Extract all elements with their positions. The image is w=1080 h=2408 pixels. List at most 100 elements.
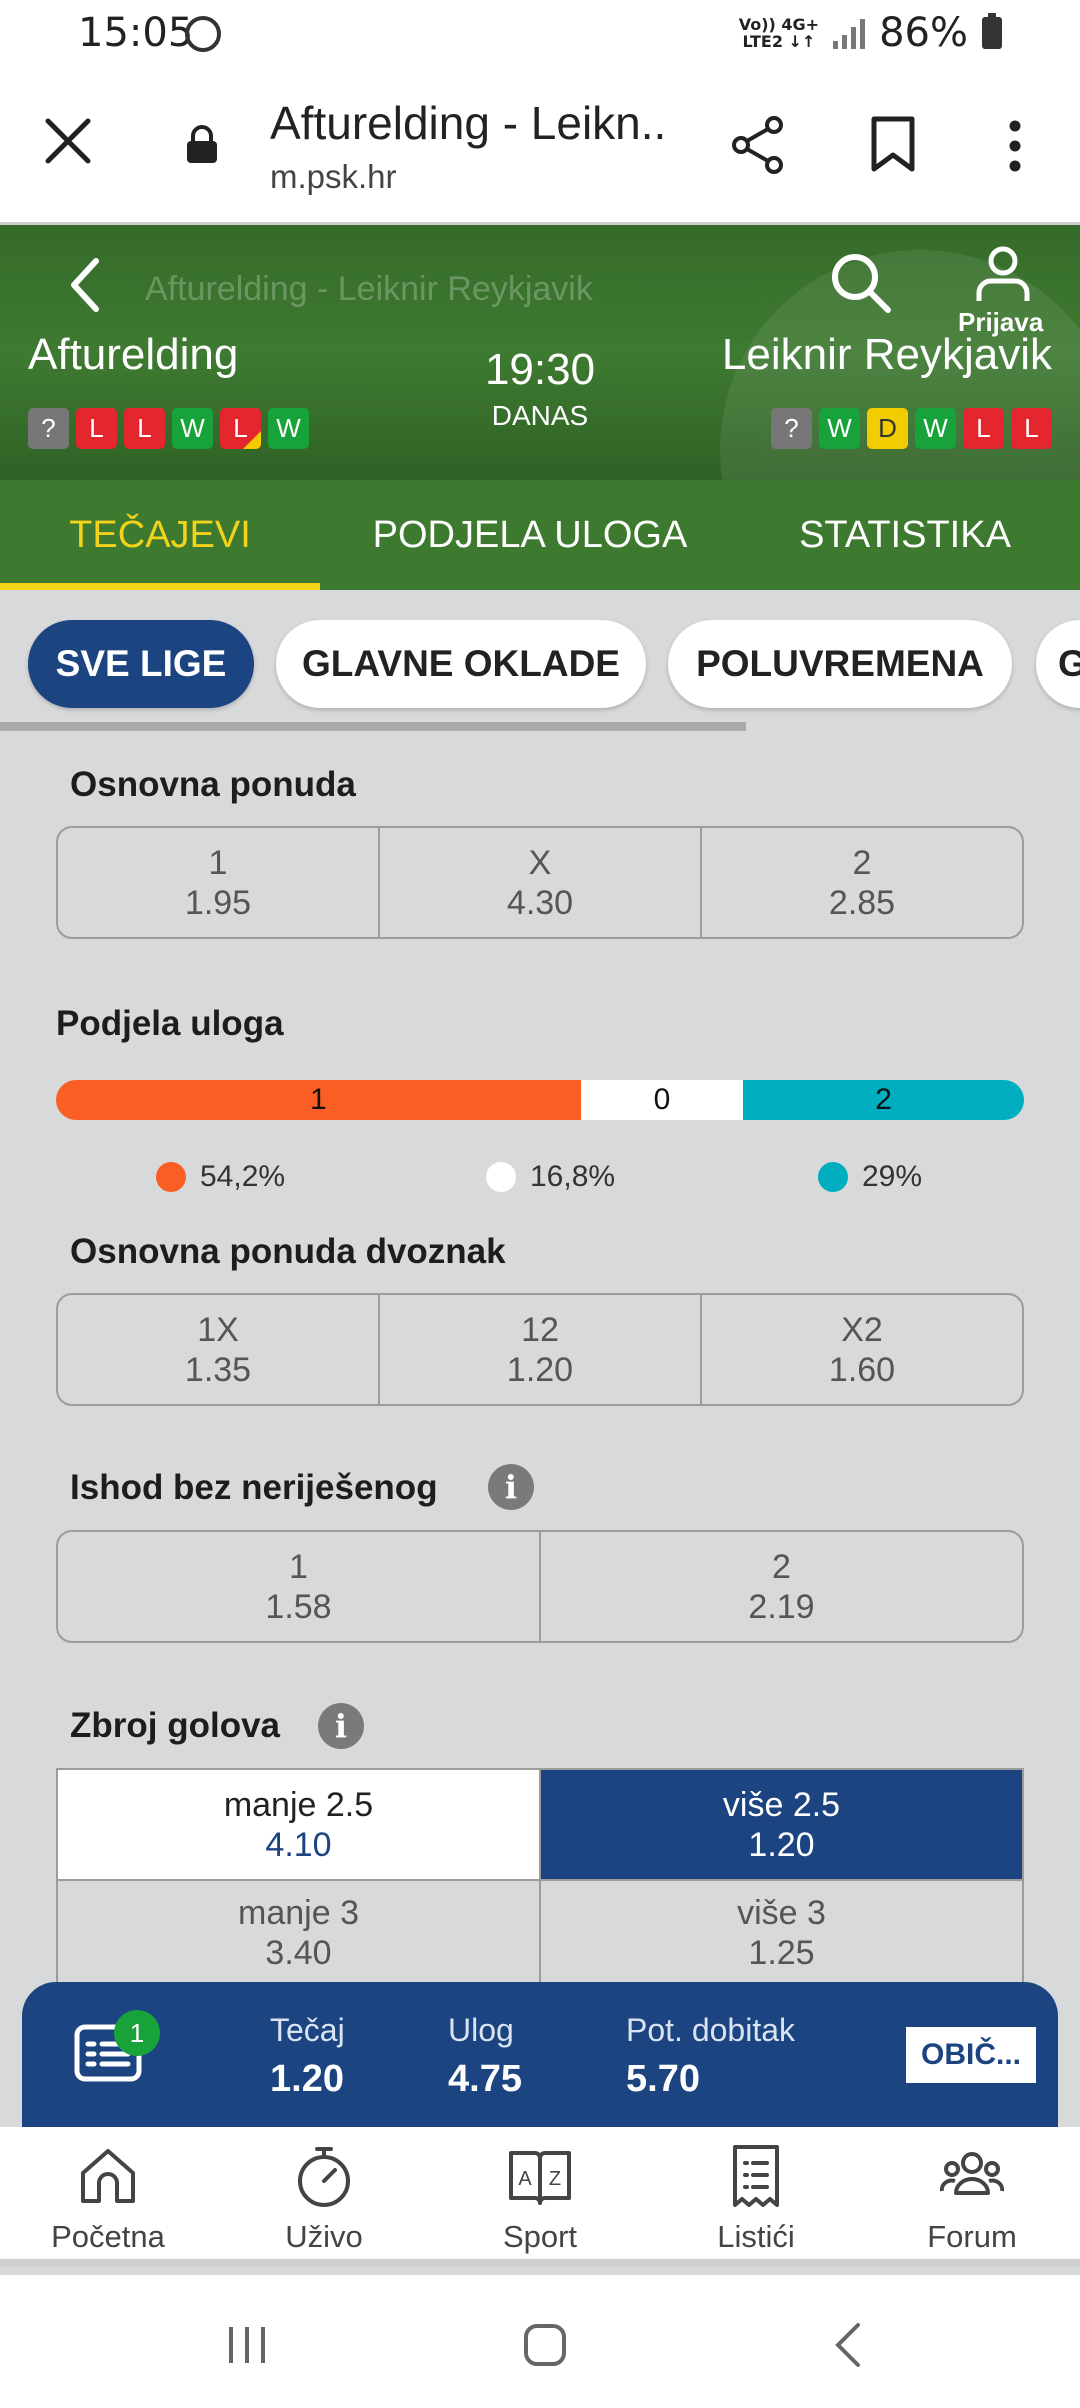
form-badge: W [915, 408, 956, 449]
outcome-odd: 1.60 [828, 1350, 896, 1389]
odds-cell[interactable]: 2 2.85 [702, 828, 1022, 937]
tab-statistika[interactable]: STATISTIKA [799, 513, 1011, 556]
battery-icon [982, 13, 1002, 49]
outcome-label: 2 [852, 843, 872, 882]
tab-tecajevi[interactable]: TEČAJEVI [69, 513, 251, 556]
odds-cell-selected[interactable]: više 2.5 1.20 [541, 1770, 1022, 1879]
network-indicator: Vo)) 4G+ LTE2 ↓↑ [739, 16, 819, 50]
away-team-name: Leiknir Reykjavik [721, 330, 1052, 379]
system-navigation-bar [0, 2275, 1080, 2408]
match-tabs: TEČAJEVI PODJELA ULOGA STATISTIKA [0, 480, 1080, 590]
chip-more[interactable]: G [1036, 620, 1080, 708]
outcome-label: više 2.5 [722, 1785, 841, 1824]
filter-chips: SVE LIGE GLAVNE OKLADE POLUVREMENA G [0, 590, 1080, 730]
nav-item-uzivo[interactable]: Uživo [216, 2127, 432, 2259]
chip-poluvremena[interactable]: POLUVREMENA [668, 620, 1012, 708]
share-icon[interactable] [730, 115, 786, 175]
status-bar: 15:05 Vo)) 4G+ LTE2 ↓↑ 86% [0, 0, 1080, 70]
chip-sve-lige[interactable]: SVE LIGE [28, 620, 254, 708]
nav-label: Uživo [285, 2219, 363, 2254]
distribution-segment-0: 0 [580, 1080, 744, 1120]
stopwatch-icon [298, 2147, 350, 2207]
odds-cell[interactable]: 12 1.20 [380, 1295, 702, 1404]
odds-cell[interactable]: 1 1.95 [58, 828, 380, 937]
betslip-count-badge: 1 [114, 2010, 160, 2056]
bookmark-icon[interactable] [868, 115, 918, 173]
more-vert-icon[interactable] [1000, 118, 1030, 174]
legend-item-0: 16,8% [486, 1160, 615, 1194]
svg-text:Z: Z [549, 2168, 561, 2190]
close-icon[interactable] [42, 115, 94, 167]
outcome-odd: 1.20 [506, 1350, 574, 1389]
distribution-segment-2: 2 [743, 1080, 1024, 1120]
nav-label: Sport [502, 2219, 578, 2254]
page-url[interactable]: m.psk.hr [270, 158, 397, 195]
info-icon[interactable]: i [488, 1464, 534, 1510]
outcome-odd: 1.58 [265, 1587, 332, 1626]
svg-text:A: A [518, 2168, 532, 2190]
distribution-segment-1: 1 [56, 1080, 581, 1120]
form-badge: ? [771, 408, 812, 449]
section-title-osnovna-ponuda: Osnovna ponuda [70, 765, 356, 804]
section-title-zbroj-golova: Zbroj golova [70, 1706, 280, 1745]
status-right: Vo)) 4G+ LTE2 ↓↑ 86% [739, 10, 1002, 56]
ticket-icon [733, 2145, 779, 2207]
header-match-title: Afturelding - Leiknir Reykjavik [145, 270, 593, 308]
outcome-label: 2 [772, 1547, 791, 1586]
outcome-odd: 1.35 [184, 1350, 252, 1389]
odds-cell[interactable]: manje 2.5 4.10 [58, 1770, 541, 1879]
nav-item-listici[interactable]: Listići [648, 2127, 864, 2259]
nav-label: Početna [51, 2219, 165, 2254]
nav-item-forum[interactable]: Forum [864, 2127, 1080, 2259]
form-badge: W [172, 408, 213, 449]
odds-cell[interactable]: 2 2.19 [541, 1532, 1022, 1641]
stake-distribution-bar: 1 0 2 [56, 1080, 1024, 1120]
tab-podjela-uloga[interactable]: PODJELA ULOGA [372, 513, 688, 556]
stake-value: 4.75 [448, 2058, 522, 2100]
odds-row-dvoznak: 1X 1.35 12 1.20 X2 1.60 [56, 1293, 1024, 1406]
odds-value: 1.20 [270, 2058, 344, 2100]
away-form: ? W D W L L [771, 408, 1052, 449]
info-icon[interactable]: i [318, 1703, 364, 1749]
odds-cell[interactable]: manje 3 3.40 [58, 1881, 541, 1999]
odds-cell[interactable]: više 3 1.25 [541, 1881, 1022, 1999]
back-arrow-icon[interactable] [64, 255, 108, 315]
back-button-icon[interactable] [832, 2321, 862, 2369]
form-badge: L [963, 408, 1004, 449]
nav-item-pocetna[interactable]: Početna [0, 2127, 216, 2259]
lock-icon [187, 125, 217, 163]
odds-row-osnovna-ponuda: 1 1.95 X 4.30 2 2.85 [56, 826, 1024, 939]
nav-label: Listići [717, 2219, 795, 2254]
browser-toolbar: Afturelding - Leikn... m.psk.hr [0, 70, 1080, 225]
search-icon[interactable] [828, 250, 892, 314]
login-link[interactable]: Prijava [958, 307, 1044, 337]
signal-icon [833, 17, 866, 49]
network-bottom: LTE2 ↓↑ [742, 32, 816, 51]
legend-dot [486, 1162, 516, 1192]
form-badge: W [268, 408, 309, 449]
outcome-odd: 1.20 [748, 1825, 815, 1864]
user-icon[interactable] [975, 245, 1031, 303]
odds-cell[interactable]: X 4.30 [380, 828, 702, 937]
odds-cell[interactable]: X2 1.60 [702, 1295, 1022, 1404]
stake-label: Ulog [448, 2012, 514, 2048]
page-title[interactable]: Afturelding - Leikn... [270, 97, 670, 149]
legend-percent: 54,2% [200, 1160, 286, 1193]
outcome-label: 12 [521, 1310, 559, 1349]
outcome-odd: 1.25 [748, 1934, 815, 1972]
home-button-icon[interactable] [522, 2323, 568, 2367]
outcome-odd: 4.30 [506, 883, 574, 922]
chip-glavne-oklade[interactable]: GLAVNE OKLADE [276, 620, 646, 708]
bet-type-button[interactable]: OBIČ... [906, 2027, 1036, 2083]
recent-apps-icon[interactable] [225, 2323, 269, 2367]
bottom-nav: Početna Uživo A Z Sport Listići [0, 2127, 1080, 2267]
odds-cell[interactable]: 1 1.58 [58, 1532, 541, 1641]
outcome-odd: 3.40 [265, 1934, 332, 1972]
odds-cell[interactable]: 1X 1.35 [58, 1295, 380, 1404]
home-icon [81, 2149, 135, 2203]
nav-label: Forum [927, 2219, 1017, 2254]
nav-item-sport[interactable]: A Z Sport [432, 2127, 648, 2259]
form-badge: L [124, 408, 165, 449]
betslip-bar[interactable]: 1 Tečaj 1.20 Ulog 4.75 Pot. dobitak 5.70… [22, 1982, 1058, 2127]
outcome-label: 1X [197, 1310, 239, 1349]
